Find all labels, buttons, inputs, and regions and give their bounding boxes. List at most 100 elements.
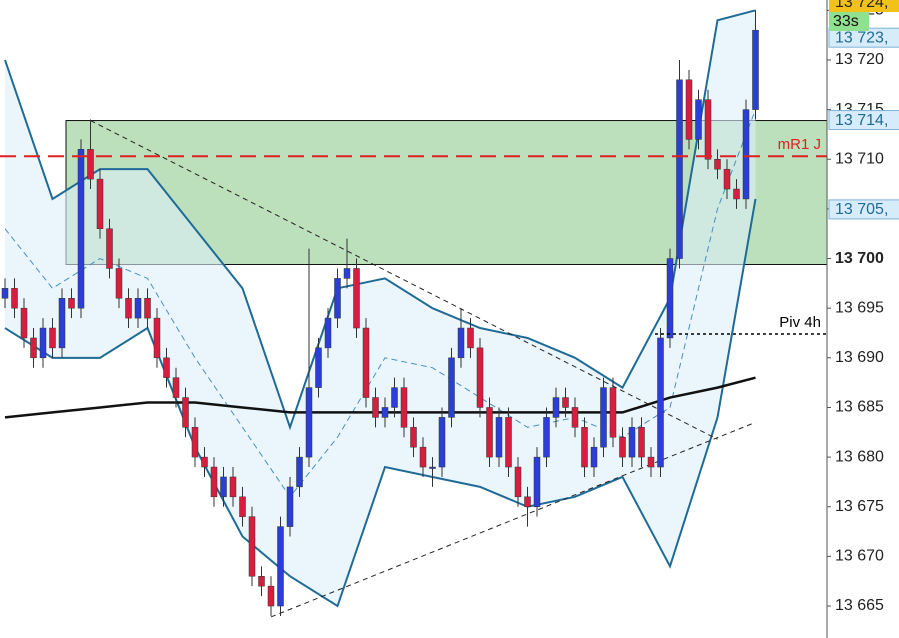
y-tick-label: 13 690 xyxy=(835,349,884,366)
candle-body xyxy=(514,466,522,498)
candle-body xyxy=(286,486,294,527)
candle-body xyxy=(714,159,721,170)
candle-body xyxy=(495,417,503,458)
candle-body xyxy=(543,417,550,458)
candle-body xyxy=(676,79,683,259)
candle-body xyxy=(353,268,360,329)
candle-body xyxy=(153,317,161,359)
candle-body xyxy=(220,476,227,498)
candle-body xyxy=(39,327,47,359)
y-tick-label: 13 695 xyxy=(835,299,884,316)
price-tag-label: 13 714, xyxy=(835,112,888,129)
candle-body xyxy=(695,99,702,140)
candle-body xyxy=(115,268,123,299)
candle-body xyxy=(457,327,465,359)
candle-body xyxy=(68,297,75,309)
candle-body xyxy=(742,109,750,200)
candle-body xyxy=(87,149,94,180)
candle-body xyxy=(467,327,474,349)
price-tag xyxy=(828,110,899,131)
candle-body xyxy=(628,427,636,458)
candle-body xyxy=(381,407,389,418)
upper-band xyxy=(4,9,756,431)
candle-body xyxy=(400,387,408,428)
candle-body xyxy=(334,278,341,319)
candle-body xyxy=(191,427,199,458)
candle-body xyxy=(533,456,541,507)
candle-body xyxy=(704,99,712,160)
level-label: mR1 J xyxy=(778,136,821,153)
candle-body xyxy=(315,347,322,388)
candle-body xyxy=(58,297,66,349)
candle-body xyxy=(96,178,104,230)
candle-body xyxy=(609,387,617,438)
y-tick-label: 13 670 xyxy=(835,548,884,565)
candle-body xyxy=(11,288,18,309)
y-tick-label: 13 700 xyxy=(835,250,884,267)
candle-body xyxy=(552,397,560,418)
candle-body xyxy=(372,397,379,418)
candle-body xyxy=(419,446,427,468)
candle-body xyxy=(505,417,512,468)
price-tag xyxy=(829,0,899,12)
candle-body xyxy=(125,297,132,319)
candle-body xyxy=(324,317,332,349)
candle-body xyxy=(685,79,693,140)
y-tick-label: 13 720 xyxy=(835,51,884,68)
lower-band xyxy=(4,198,757,608)
candle-body xyxy=(182,397,189,428)
y-tick-label: 13 710 xyxy=(835,150,884,167)
trendline xyxy=(270,421,756,618)
candle-body xyxy=(239,496,246,517)
candle-body xyxy=(20,307,28,339)
price-tag-label: 13 705, xyxy=(835,201,888,218)
price-tag xyxy=(828,199,899,220)
candle-body xyxy=(448,357,455,418)
candle-body xyxy=(619,436,626,458)
candle-body xyxy=(638,427,645,458)
candle-body xyxy=(571,407,579,428)
level-label: Piv 4h xyxy=(779,314,821,331)
candle-body xyxy=(562,397,569,408)
timer-box xyxy=(829,12,869,31)
timer: 33s xyxy=(833,13,859,30)
candle-body xyxy=(134,297,142,319)
candle-body xyxy=(49,327,56,349)
candle-body xyxy=(438,417,446,468)
y-tick-label: 13 680 xyxy=(835,448,884,465)
candle-body xyxy=(305,387,313,458)
y-tick-label: 13 665 xyxy=(835,597,884,614)
candle-body xyxy=(144,297,151,319)
band-fill xyxy=(5,10,756,607)
candle-body xyxy=(267,585,275,607)
candle-body xyxy=(666,258,674,339)
candle-body xyxy=(429,466,436,469)
candle-body xyxy=(258,575,265,587)
candle-body xyxy=(600,387,607,448)
candle-body xyxy=(486,407,493,458)
candle-body xyxy=(248,516,256,577)
candle-body xyxy=(410,427,417,448)
candle-body xyxy=(210,466,218,498)
candle-body xyxy=(106,228,113,269)
y-tick-label: 13 685 xyxy=(835,399,884,416)
price-tag-label: 13 724, xyxy=(835,0,888,11)
candle-body xyxy=(524,496,531,507)
candle-body xyxy=(590,446,598,468)
candle-body xyxy=(391,387,398,408)
candle-body xyxy=(229,476,237,498)
candle-body xyxy=(30,337,37,359)
candle-body xyxy=(277,526,284,607)
axis-panel xyxy=(827,0,899,638)
candle-body xyxy=(77,149,85,309)
candle-body xyxy=(647,456,655,468)
candle-body xyxy=(723,168,731,190)
candle-body xyxy=(172,377,180,398)
candle-body xyxy=(296,456,303,488)
candle-body xyxy=(657,337,664,468)
candle-body xyxy=(163,357,170,378)
candle-body xyxy=(1,288,9,299)
candle-body xyxy=(343,268,351,279)
y-tick-label: 13 675 xyxy=(835,498,884,515)
price-tag-label: 13 723, xyxy=(835,29,888,46)
